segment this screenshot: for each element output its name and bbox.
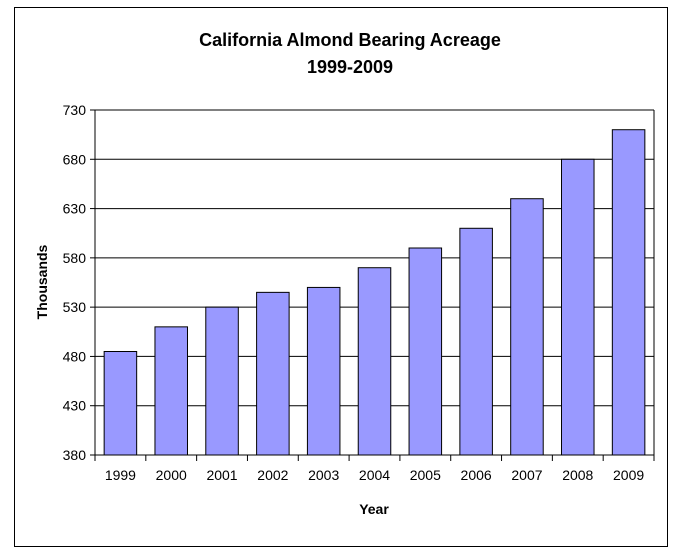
x-tick-label: 2002 — [257, 467, 288, 483]
x-tick-label: 2006 — [461, 467, 492, 483]
bar-2004 — [357, 267, 392, 456]
x-tick-label: 2009 — [613, 467, 644, 483]
bar-2007 — [510, 198, 544, 456]
bar-2003 — [306, 286, 341, 456]
x-axis-label: Year — [359, 501, 389, 517]
y-tick-label: 430 — [63, 398, 87, 414]
y-tick-label: 580 — [63, 250, 87, 266]
x-tick-label: 2003 — [308, 467, 339, 483]
x-tick-label: 2008 — [562, 467, 593, 483]
y-tick-label: 630 — [63, 201, 87, 217]
x-tick-labels: 1999 2000 2001 2002 2003 2004 2005 2006 2007 2008… — [105, 467, 645, 483]
bar-chart: California Almond Bearing Acreage 1999-2… — [34, 30, 655, 517]
y-axis-label: Thousands — [34, 244, 50, 319]
y-tick-label: 530 — [63, 299, 87, 315]
chart-subtitle: 1999-2009 — [307, 57, 393, 77]
bar-2006 — [459, 227, 493, 456]
chart-frame — [14, 7, 668, 547]
x-tick-label: 2005 — [410, 467, 441, 483]
bar-2001 — [205, 306, 239, 456]
bars — [103, 129, 646, 456]
bar-2009 — [611, 129, 646, 456]
axes — [90, 109, 655, 461]
x-tick-label: 1999 — [105, 467, 136, 483]
x-tick-label: 2000 — [156, 467, 187, 483]
y-tick-label: 480 — [63, 348, 87, 364]
x-tick-label: 2007 — [511, 467, 542, 483]
bar-2008 — [561, 158, 595, 456]
x-tick-label: 2004 — [359, 467, 390, 483]
gridlines — [95, 109, 654, 407]
y-tick-label: 380 — [63, 447, 87, 463]
y-tick-label: 730 — [63, 102, 87, 118]
bar-2000 — [154, 326, 188, 456]
y-tick-label: 680 — [63, 151, 87, 167]
y-tick-labels: 380 430 480 530 580 630 680 730 — [63, 102, 87, 463]
chart-title: California Almond Bearing Acreage — [199, 30, 501, 50]
bar-1999 — [103, 351, 138, 456]
bar-2002 — [256, 291, 290, 456]
bar-2005 — [408, 247, 443, 456]
x-tick-label: 2001 — [206, 467, 237, 483]
